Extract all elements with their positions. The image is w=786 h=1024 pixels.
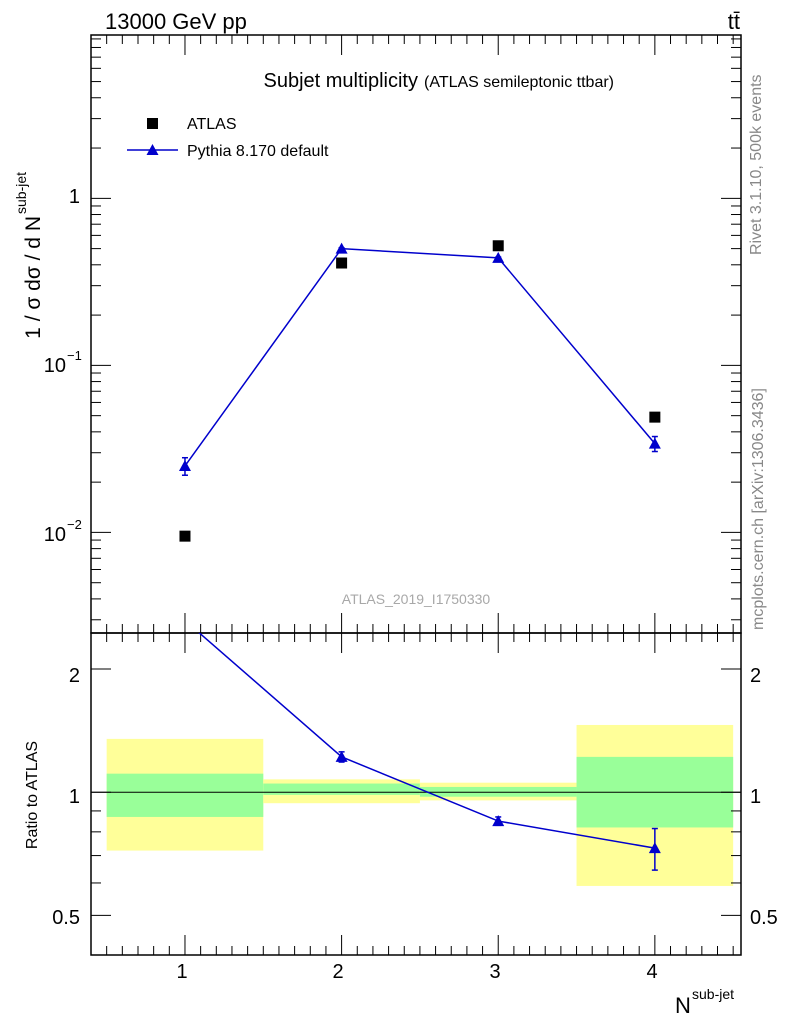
ratio-pythia-point <box>492 815 505 827</box>
xtick-label-4: 4 <box>646 961 657 983</box>
process-label: tt̄ <box>728 9 740 34</box>
pythia-line <box>184 247 656 467</box>
atlas-point <box>492 240 504 252</box>
legend: ATLAS Pythia 8.170 default <box>127 116 329 160</box>
ratio-band-inner <box>106 773 264 817</box>
ratio-pythia-point <box>335 750 348 762</box>
atlas-point <box>336 257 348 269</box>
xtick-label-1: 1 <box>176 961 187 983</box>
xtick-label-3: 3 <box>489 961 500 983</box>
pythia-point <box>492 251 505 263</box>
ratio-marks <box>198 633 661 871</box>
legend-marker-atlas <box>147 118 158 129</box>
ratio-pythia-point <box>648 842 661 854</box>
main-ytick-label-1: 1 <box>69 186 80 208</box>
ratio-ytick-label-2-right: 2 <box>750 665 761 687</box>
ratio-band-inner <box>263 783 420 795</box>
xtick-label-2: 2 <box>332 961 343 983</box>
ratio-bands <box>106 724 734 886</box>
x-axis-label-sup: sub-jet <box>692 986 734 1002</box>
ratio-ytick-label-05-left: 0.5 <box>52 907 80 929</box>
energy-label: 13000 GeV pp <box>105 9 247 34</box>
ratio-ytick-label-05-right: 0.5 <box>750 907 778 929</box>
main-subtitle: (ATLAS semileptonic ttbar) <box>424 74 614 91</box>
main-ytick-exp-m1: −1 <box>67 348 82 363</box>
pythia-point <box>335 242 348 254</box>
legend-marker-pythia <box>146 144 159 155</box>
ratio-ticks <box>91 633 741 956</box>
ratio-ytick-label-1-left: 1 <box>69 786 80 808</box>
ratio-ytick-label-1-right: 1 <box>750 786 761 808</box>
main-ylabel: 1 / σ dσ / d N <box>22 216 45 339</box>
main-ytick-label-10m2: 10 <box>44 524 66 546</box>
source-label: mcplots.cern.ch [arXiv:1306.3436] <box>750 388 767 630</box>
main-ytick-exp-m2: −2 <box>67 517 82 532</box>
ratio-panel-frame <box>90 632 742 956</box>
ratio-panel: Ratio to ATLAS 2 1 0.5 2 1 0.5 1 2 3 4 N… <box>24 632 778 1018</box>
rivet-label: Rivet 3.1.10, 500k events <box>748 74 765 255</box>
watermark: ATLAS_2019_I1750330 <box>342 591 491 607</box>
main-x-ticks <box>106 35 734 633</box>
main-panel: Subjet multiplicity (ATLAS semileptonic … <box>13 34 742 634</box>
ratio-pythia-line <box>198 633 655 849</box>
ratio-ytick-label-2-left: 2 <box>69 665 80 687</box>
main-y-ticks <box>91 38 741 621</box>
ratio-ylabel: Ratio to ATLAS <box>24 741 41 849</box>
legend-label-atlas: ATLAS <box>187 116 237 133</box>
atlas-point <box>649 411 661 423</box>
legend-label-pythia: Pythia 8.170 default <box>187 143 329 160</box>
main-marks <box>178 240 661 542</box>
pythia-point <box>178 459 191 471</box>
atlas-point <box>179 530 191 542</box>
main-ytick-label-10m1: 10 <box>44 355 66 377</box>
x-axis-label: N <box>675 993 691 1018</box>
main-title: Subjet multiplicity <box>263 70 418 92</box>
main-ylabel-sup: sub-jet <box>13 172 29 214</box>
pythia-point <box>648 437 661 449</box>
